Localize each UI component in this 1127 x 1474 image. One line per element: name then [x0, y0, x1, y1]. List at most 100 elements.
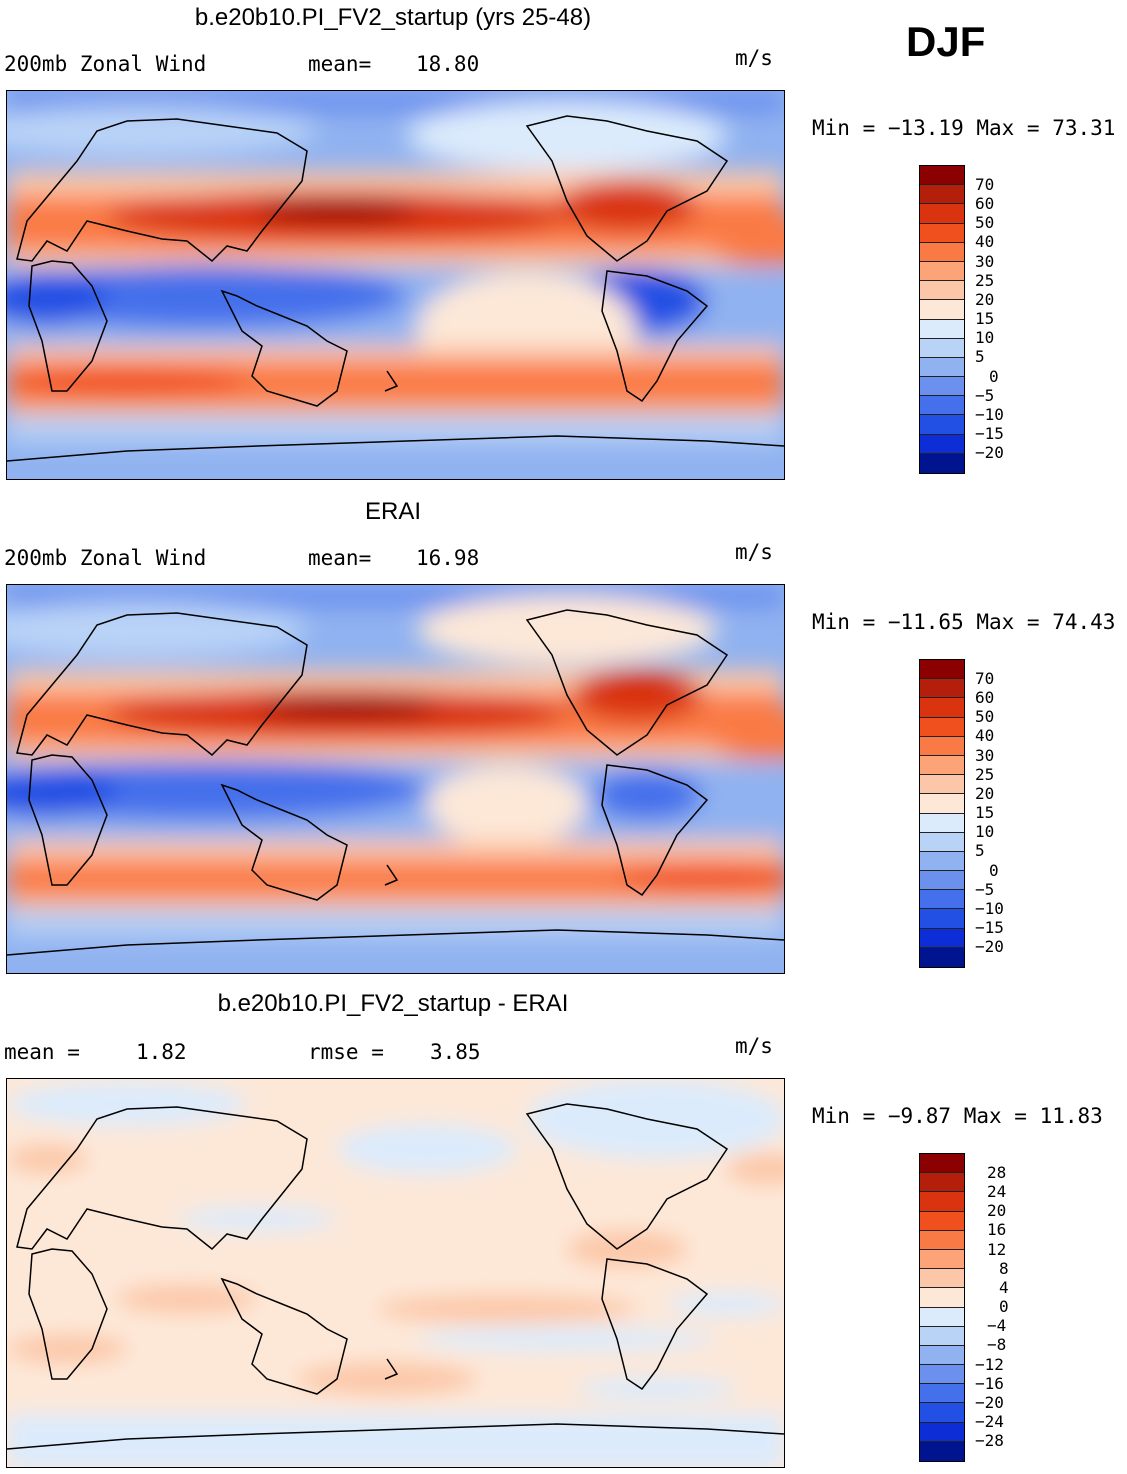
colorbar-3-tick: 4 [999, 1278, 1009, 1297]
colorbar-3-swatch [920, 1288, 964, 1308]
colorbar-3-tick: 20 [987, 1201, 1007, 1220]
colorbar-2-tick: 0 [989, 861, 999, 880]
colorbar-2-tick: 30 [975, 746, 995, 765]
colorbar-2-swatch [920, 755, 964, 776]
panel-2-left-label: 200mb Zonal Wind [4, 546, 207, 570]
colorbar-2-tick: −10 [975, 899, 1004, 918]
panel-1-title: b.e20b10.PI_FV2_startup (yrs 25-48) [194, 4, 592, 31]
panel-3-coastlines [7, 1103, 784, 1450]
colorbar-2-tick: 20 [975, 784, 995, 803]
panel-2-min-max: Min = −11.65 Max = 74.43 [812, 610, 1116, 634]
colorbar-2-tick: −5 [975, 880, 995, 899]
panel-3-min-max: Min = −9.87 Max = 11.83 [812, 1104, 1103, 1128]
colorbar-1-tick: 30 [975, 252, 995, 271]
colorbar-1-tick: 25 [975, 271, 995, 290]
colorbar-3-swatch [920, 1230, 964, 1250]
panel-3-map-svg [7, 1079, 784, 1467]
panel-3-rmse-value: 3.85 [430, 1040, 481, 1064]
colorbar-2-tick: 15 [975, 803, 995, 822]
colorbar-1-swatch [920, 261, 964, 282]
colorbar-1-tick: 15 [975, 309, 995, 328]
colorbar-3-swatch [920, 1249, 964, 1270]
colorbar-2-swatch [920, 909, 964, 929]
season-label: DJF [906, 18, 986, 65]
panel-2-mean-value: 16.98 [416, 546, 480, 570]
colorbar-1-swatch [920, 185, 964, 205]
colorbar-3-tick: −16 [975, 1374, 1004, 1393]
colorbar-2-swatch [920, 736, 964, 756]
colorbar-3-tick: 16 [987, 1220, 1007, 1239]
panel-2-map [6, 584, 785, 974]
colorbar-1-swatch [920, 338, 964, 358]
colorbar-2-swatch [920, 813, 964, 833]
colorbar-1-tick: −5 [975, 386, 995, 405]
colorbar-1-swatch [920, 242, 964, 262]
colorbar-2-tick: 40 [975, 726, 995, 745]
panel-2-units: m/s [735, 540, 773, 564]
panel-1-units: m/s [735, 46, 773, 70]
colorbar-1-tick: 50 [975, 213, 995, 232]
colorbar-3-tick: −24 [975, 1412, 1004, 1431]
panel-3-mean-label: mean = [4, 1040, 80, 1064]
colorbar-3-swatch [920, 1345, 964, 1366]
colorbar-3-swatch [920, 1365, 964, 1385]
panel-2-colorbar [919, 659, 965, 968]
colorbar-1-tick: −10 [975, 405, 1004, 424]
colorbar-3-swatch [920, 1307, 964, 1327]
colorbar-3-tick: 24 [987, 1182, 1007, 1201]
colorbar-1-tick: 10 [975, 328, 995, 347]
colorbar-1-swatch [920, 300, 964, 320]
colorbar-3-swatch [920, 1441, 964, 1461]
colorbar-1-swatch [920, 319, 964, 339]
panel-2-mean-label: mean= [308, 546, 372, 570]
colorbar-3-tick: −4 [987, 1316, 1007, 1335]
panel-1-left-label: 200mb Zonal Wind [4, 52, 207, 76]
panel-1-colorbar [919, 165, 965, 474]
colorbar-3-swatch [920, 1269, 964, 1289]
colorbar-1-swatch [920, 223, 964, 243]
colorbar-1-tick: 0 [989, 367, 999, 386]
panel-1-mean-label: mean= [308, 52, 372, 76]
colorbar-2-swatch [920, 851, 964, 872]
colorbar-2-tick: 5 [975, 841, 985, 860]
colorbar-2-tick: 70 [975, 669, 995, 688]
colorbar-1-tick: 40 [975, 232, 995, 251]
colorbar-3-tick: −20 [975, 1393, 1004, 1412]
colorbar-1-swatch [920, 453, 964, 473]
colorbar-2-swatch [920, 928, 964, 948]
colorbar-2-tick: 10 [975, 822, 995, 841]
colorbar-3-tick: −12 [975, 1355, 1004, 1374]
colorbar-3-tick: −28 [975, 1431, 1004, 1450]
colorbar-3-tick: −8 [987, 1335, 1007, 1354]
panel-3-title: b.e20b10.PI_FV2_startup - ERAI [217, 990, 569, 1017]
panel-3-colorbar [919, 1153, 965, 1462]
panel-3-map [6, 1078, 785, 1468]
colorbar-2-swatch [920, 890, 964, 910]
panel-1-coastlines [7, 115, 784, 462]
colorbar-2-swatch [920, 947, 964, 967]
colorbar-3-swatch [920, 1403, 964, 1423]
colorbar-1-swatch [920, 415, 964, 435]
colorbar-3-swatch [920, 1154, 964, 1174]
colorbar-2-tick: 60 [975, 688, 995, 707]
colorbar-3-tick: 28 [987, 1163, 1007, 1182]
colorbar-2-swatch [920, 660, 964, 680]
colorbar-1-swatch [920, 281, 964, 301]
colorbar-3-swatch [920, 1173, 964, 1193]
colorbar-1-swatch [920, 357, 964, 378]
colorbar-1-tick: 5 [975, 347, 985, 366]
colorbar-1-swatch [920, 377, 964, 397]
colorbar-1-swatch [920, 166, 964, 186]
panel-2-title: ERAI [364, 498, 421, 525]
panel-3-rmse-label: rmse = [308, 1040, 384, 1064]
panel-2-coastlines [7, 609, 784, 956]
colorbar-3-swatch [920, 1422, 964, 1442]
colorbar-1-swatch [920, 396, 964, 416]
colorbar-2-tick: 25 [975, 765, 995, 784]
colorbar-1-tick: −20 [975, 443, 1004, 462]
colorbar-3-tick: 8 [999, 1259, 1009, 1278]
colorbar-2-swatch [920, 698, 964, 718]
colorbar-2-swatch [920, 871, 964, 891]
panel-1-map [6, 90, 785, 480]
colorbar-3-swatch [920, 1326, 964, 1346]
